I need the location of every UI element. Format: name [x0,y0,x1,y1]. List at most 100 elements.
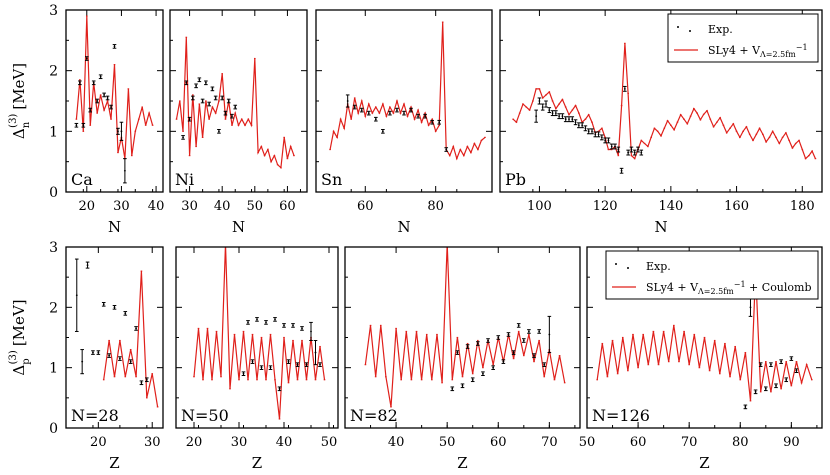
exp-point [80,349,84,375]
exp-point [309,321,313,342]
x-tick-label: 180 [790,199,815,214]
x-tick-label: 100 [527,199,552,214]
x-tick-label: 60 [357,199,374,214]
exp-point [527,329,531,334]
exp-point [470,377,475,383]
x-tick-label: 90 [783,435,800,450]
exp-point [481,371,485,377]
panel-frame [344,246,581,429]
legend-box [605,250,819,300]
y-tick-label: 2 [49,64,58,80]
exp-point [522,338,526,343]
exp-point [416,113,420,119]
exp-point [450,386,455,392]
legend-box [667,13,819,63]
exp-point [537,329,541,334]
exp-point [207,101,211,107]
exp-point [550,110,555,117]
exp-point [381,129,385,134]
x-tick-label: 50 [439,435,456,450]
exp-point [184,80,189,86]
exp-point [191,95,195,101]
legend-exp-marker [677,26,691,32]
panel-frame [175,246,339,429]
exp-point [629,146,634,153]
y-tick-label: 3 [49,3,58,19]
exp-point [101,302,106,307]
exp-point [95,98,99,104]
exp-point [345,94,350,108]
exp-point [318,362,322,367]
x-tick-label: 20 [186,435,203,450]
x-tick-label: 120 [593,199,618,214]
x-tick-label: 20 [90,435,107,450]
exp-point [511,350,516,355]
exp-point [586,128,591,135]
exp-point [444,147,449,152]
exp-point [794,368,799,373]
y-tick-label: 3 [49,240,58,256]
exp-point [532,353,536,358]
exp-point [748,297,753,317]
x-tick-label: 70 [541,435,558,450]
x-axis-label: N [397,218,410,236]
exp-point [102,92,106,98]
legend-exp-label: Exp. [708,23,733,36]
exp-point [402,110,406,116]
exp-point [204,80,208,86]
x-tick-label: 30 [113,199,130,214]
theory-line [103,271,159,407]
exp-point [96,350,101,355]
panel-label: Ni [175,170,194,189]
exp-point [128,359,133,364]
exp-point [241,371,246,377]
exp-point [112,305,117,310]
x-tick-label: 60 [490,435,507,450]
exp-point [85,261,90,269]
exp-point [98,74,103,80]
exp-point [264,320,268,325]
exp-point [230,113,234,119]
theory-line [75,16,154,159]
y-tick-label: 0 [49,185,58,201]
legend-theory-label: SLy4 + VΛ=2.5fm−1 + Coulomb [646,280,812,296]
plot-area [193,247,326,420]
exp-point [632,149,637,156]
exp-point [460,383,465,389]
exp-point [123,311,128,316]
y-tick-label: 1 [49,124,58,140]
y-axis-label: Δn(3)[MeV] [8,63,32,139]
exp-point [123,158,127,184]
exp-point [636,146,640,153]
y-tick-label: 0 [49,421,58,437]
exp-point [596,131,601,138]
exp-point [743,404,748,410]
exp-point [194,83,198,89]
exp-point [430,119,434,125]
exp-point [84,56,89,61]
exp-point [304,362,309,367]
panel-n-50: 20 30 40 50 N=50 Z [175,246,339,472]
exp-point [573,119,578,126]
x-tick-label: 60 [279,199,296,214]
exp-point [619,167,624,174]
x-tick-label: 30 [231,435,248,450]
panel-frame [65,246,164,429]
exp-point [395,107,399,113]
panel-n-82: 40 50 60 70 N=82 Z [344,246,581,472]
exp-point [78,80,82,86]
panel-ni: 30 40 50 60 Ni N [169,9,308,236]
exp-point [774,383,778,389]
plot-area [74,15,154,184]
panel-sn: 60 80 Sn N [315,9,493,236]
x-tick-label: 80 [732,435,749,450]
exp-point [516,323,521,328]
exp-point [600,134,604,141]
legend: Exp. SLy4 + VΛ=2.5fm−1 [667,13,819,63]
x-tick-label: 40 [148,199,165,214]
exp-point [91,80,96,86]
panel-ca: 20 30 40 0 1 2 3 Ca N Δn(3)[MeV] [8,3,164,236]
exp-point [789,356,794,361]
exp-point [491,365,495,370]
exp-point [286,359,291,364]
